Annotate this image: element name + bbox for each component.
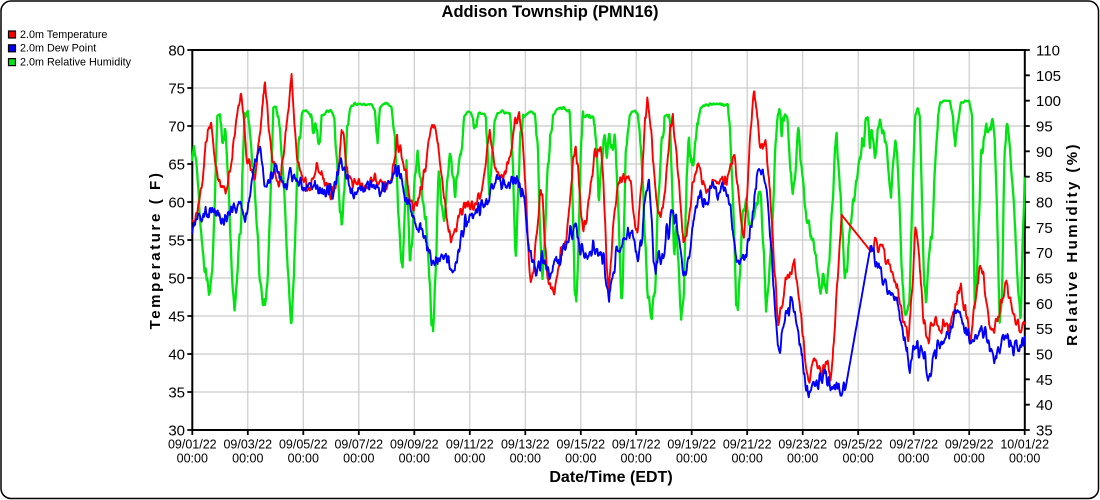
svg-text:Relative Humidity (%): Relative Humidity (%) xyxy=(1064,142,1081,346)
svg-text:09/11/22: 09/11/22 xyxy=(446,438,494,452)
svg-text:2.0m Temperature: 2.0m Temperature xyxy=(20,29,107,41)
svg-text:00:00: 00:00 xyxy=(343,452,374,466)
svg-text:09/15/22: 09/15/22 xyxy=(556,438,605,452)
svg-text:00:00: 00:00 xyxy=(676,452,707,466)
svg-text:09/13/22: 09/13/22 xyxy=(501,438,550,452)
svg-text:09/07/22: 09/07/22 xyxy=(334,438,383,452)
svg-text:70: 70 xyxy=(1036,245,1053,262)
svg-text:45: 45 xyxy=(168,309,185,326)
svg-text:35: 35 xyxy=(168,385,185,402)
svg-text:110: 110 xyxy=(1036,43,1060,60)
svg-text:10/01/22: 10/01/22 xyxy=(1000,438,1049,452)
svg-text:09/25/22: 09/25/22 xyxy=(834,438,883,452)
svg-text:40: 40 xyxy=(1036,397,1053,414)
svg-text:80: 80 xyxy=(1036,195,1053,212)
svg-text:60: 60 xyxy=(168,195,185,212)
svg-text:90: 90 xyxy=(1036,144,1053,161)
svg-text:09/21/22: 09/21/22 xyxy=(723,438,772,452)
svg-text:00:00: 00:00 xyxy=(232,452,263,466)
svg-text:09/09/22: 09/09/22 xyxy=(390,438,439,452)
svg-text:09/29/22: 09/29/22 xyxy=(945,438,994,452)
svg-text:00:00: 00:00 xyxy=(177,452,208,466)
svg-text:00:00: 00:00 xyxy=(954,452,985,466)
svg-text:09/23/22: 09/23/22 xyxy=(778,438,827,452)
svg-text:00:00: 00:00 xyxy=(621,452,652,466)
svg-text:09/03/22: 09/03/22 xyxy=(223,438,272,452)
svg-text:2.0m Relative Humidity: 2.0m Relative Humidity xyxy=(20,56,132,68)
svg-text:105: 105 xyxy=(1036,68,1061,85)
svg-text:55: 55 xyxy=(168,233,185,250)
svg-text:45: 45 xyxy=(1036,372,1053,389)
svg-text:100: 100 xyxy=(1036,93,1061,110)
svg-text:40: 40 xyxy=(168,347,185,364)
svg-text:09/05/22: 09/05/22 xyxy=(279,438,328,452)
svg-text:35: 35 xyxy=(1036,423,1053,440)
svg-text:30: 30 xyxy=(168,423,185,440)
svg-text:00:00: 00:00 xyxy=(288,452,319,466)
svg-text:85: 85 xyxy=(1036,169,1053,186)
svg-text:80: 80 xyxy=(168,43,185,60)
svg-text:Temperature ( F): Temperature ( F) xyxy=(147,171,164,330)
svg-text:50: 50 xyxy=(168,271,185,288)
svg-text:75: 75 xyxy=(1036,220,1053,237)
svg-text:00:00: 00:00 xyxy=(732,452,763,466)
svg-text:65: 65 xyxy=(1036,271,1053,288)
svg-text:00:00: 00:00 xyxy=(898,452,929,466)
svg-text:2.0m Dew Point: 2.0m Dew Point xyxy=(20,43,96,55)
svg-text:50: 50 xyxy=(1036,347,1053,364)
svg-text:00:00: 00:00 xyxy=(510,452,541,466)
svg-text:Date/Time (EDT): Date/Time (EDT) xyxy=(549,469,672,486)
svg-text:09/17/22: 09/17/22 xyxy=(612,438,661,452)
svg-text:09/01/22: 09/01/22 xyxy=(168,438,217,452)
svg-text:00:00: 00:00 xyxy=(787,452,818,466)
svg-text:00:00: 00:00 xyxy=(1009,452,1040,466)
svg-text:00:00: 00:00 xyxy=(843,452,874,466)
svg-text:09/27/22: 09/27/22 xyxy=(889,438,938,452)
svg-text:75: 75 xyxy=(168,81,185,98)
svg-text:95: 95 xyxy=(1036,119,1053,136)
svg-text:00:00: 00:00 xyxy=(454,452,485,466)
svg-text:70: 70 xyxy=(168,119,185,136)
svg-text:Addison Township (PMN16): Addison Township (PMN16) xyxy=(442,3,659,21)
svg-text:55: 55 xyxy=(1036,321,1053,338)
svg-text:00:00: 00:00 xyxy=(399,452,430,466)
svg-text:09/19/22: 09/19/22 xyxy=(667,438,716,452)
svg-text:00:00: 00:00 xyxy=(565,452,596,466)
svg-text:60: 60 xyxy=(1036,296,1053,313)
svg-text:65: 65 xyxy=(168,157,185,174)
